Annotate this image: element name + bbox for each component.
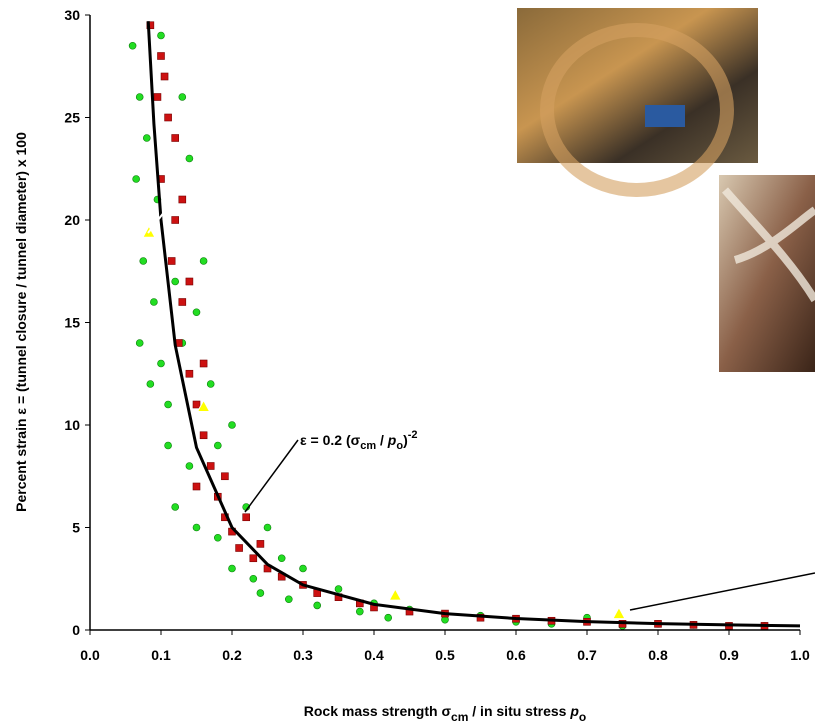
- data-point: [228, 564, 236, 573]
- data-point: [299, 564, 307, 573]
- data-point: [196, 399, 211, 413]
- data-point: [164, 113, 172, 122]
- x-tick-label: 0.7: [577, 647, 597, 663]
- data-point: [146, 21, 155, 30]
- data-point: [135, 93, 144, 101]
- x-tick-label: 1.0: [790, 647, 810, 663]
- x-tick-label: 0.0: [80, 647, 100, 663]
- data-point: [135, 339, 144, 347]
- data-point: [249, 554, 258, 563]
- leader-line: [147, 184, 186, 234]
- y-tick-label: 30: [64, 7, 80, 23]
- data-point: [384, 613, 393, 622]
- data-point: [214, 533, 222, 542]
- y-tick-label: 10: [64, 417, 80, 433]
- data-point: [171, 134, 179, 142]
- data-point: [277, 554, 286, 563]
- y-tick-label: 20: [64, 212, 80, 228]
- data-point: [199, 359, 208, 368]
- photo-detail: [645, 105, 685, 127]
- data-point: [150, 298, 158, 306]
- data-point: [185, 462, 194, 470]
- annotation-pointer: [244, 439, 299, 513]
- data-point: [192, 482, 201, 491]
- annotation: ε = 0.2 (σcm / po)-2: [300, 429, 418, 452]
- data-point: [167, 257, 176, 265]
- y-tick-label: 5: [72, 520, 80, 536]
- data-point: [235, 544, 243, 552]
- data-point: [206, 462, 215, 470]
- data-point: [171, 216, 179, 224]
- data-point: [164, 400, 172, 409]
- data-point: [242, 513, 250, 522]
- data-point: [178, 93, 187, 101]
- data-point: [228, 421, 236, 429]
- data-point: [192, 400, 201, 409]
- data-point: [256, 589, 265, 597]
- data-point: [263, 523, 272, 532]
- data-point: [214, 441, 222, 450]
- fit-line: [146, 21, 801, 628]
- data-point: [199, 431, 208, 440]
- data-point: [153, 93, 162, 101]
- data-point: [171, 277, 179, 286]
- data-point: [206, 380, 215, 388]
- data-point: [157, 52, 165, 60]
- photo-detail: [540, 23, 734, 197]
- data-point: [199, 257, 208, 265]
- data-point: [192, 523, 201, 532]
- data-point: [221, 472, 229, 481]
- data-point: [192, 308, 201, 317]
- x-tick-label: 0.2: [222, 647, 242, 663]
- x-tick-label: 0.8: [648, 647, 668, 663]
- data-point: [334, 585, 343, 593]
- x-tick-label: 0.5: [435, 647, 455, 663]
- data-point: [284, 595, 293, 604]
- data-point: [256, 540, 265, 548]
- data-point: [612, 606, 626, 620]
- y-tick-label: 15: [64, 315, 80, 331]
- data-point: [355, 607, 364, 616]
- data-point: [132, 175, 140, 183]
- x-tick-label: 0.1: [151, 647, 171, 663]
- data-point: [171, 503, 179, 511]
- y-tick-label: 25: [64, 110, 80, 126]
- x-axis-title: Rock mass strength σcm / in situ stress …: [304, 703, 586, 724]
- x-tick-label: 0.4: [364, 647, 384, 663]
- photo-detail: [721, 187, 815, 303]
- data-point: [146, 380, 155, 388]
- data-point: [313, 601, 322, 610]
- data-point: [388, 588, 403, 601]
- data-point: [157, 359, 165, 368]
- data-point: [185, 277, 194, 286]
- y-tick-label: 0: [72, 622, 80, 638]
- data-point: [164, 441, 172, 450]
- data-point: [160, 72, 169, 81]
- data-point: [185, 154, 194, 163]
- x-tick-label: 0.3: [293, 647, 313, 663]
- data-point: [143, 134, 151, 142]
- data-point: [185, 369, 194, 378]
- data-point: [178, 195, 187, 204]
- data-point: [128, 41, 137, 50]
- leader-line: [629, 572, 815, 611]
- x-tick-label: 0.9: [719, 647, 739, 663]
- data-point: [249, 574, 258, 583]
- data-point: [157, 31, 165, 40]
- data-point: [139, 257, 148, 265]
- y-axis-title: Percent strain ε = (tunnel closure / tun…: [13, 132, 29, 512]
- data-point: [178, 298, 187, 306]
- x-tick-label: 0.6: [506, 647, 526, 663]
